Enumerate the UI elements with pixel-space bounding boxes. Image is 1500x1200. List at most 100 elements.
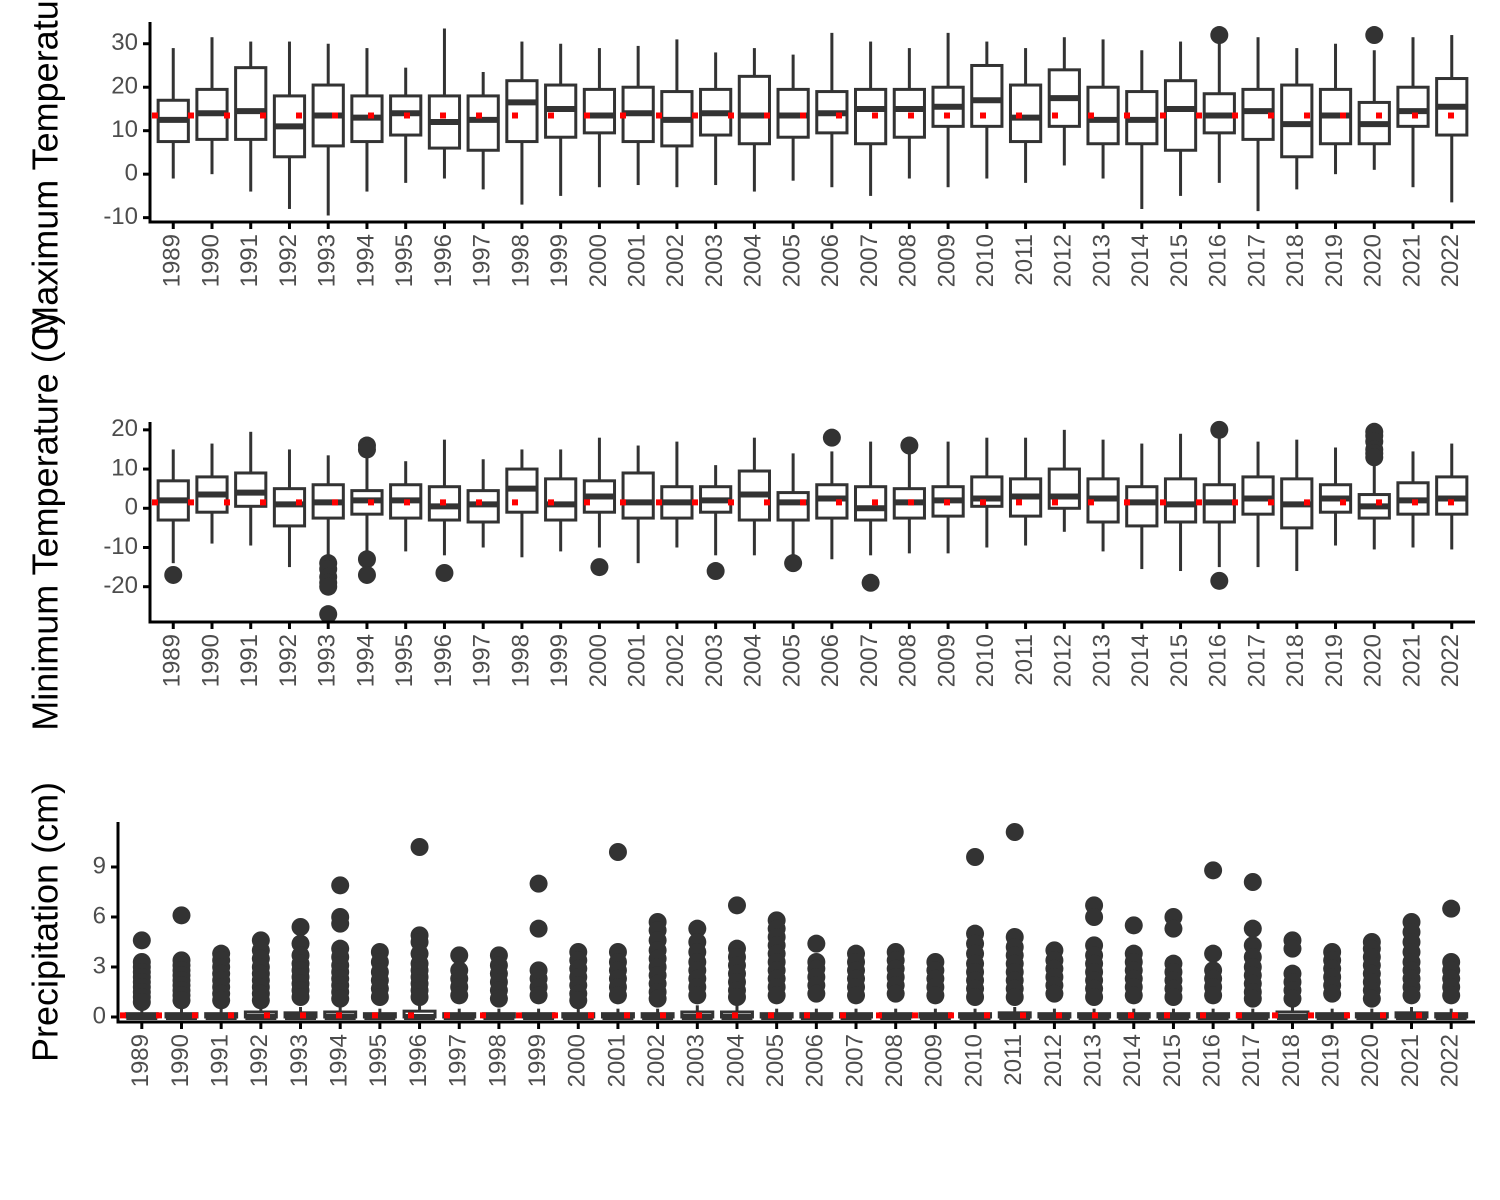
- box-1991: [234, 41, 268, 192]
- outlier-point: [172, 906, 191, 925]
- outlier-point: [807, 984, 826, 1003]
- x-tick-label: 2004: [722, 1034, 749, 1087]
- outlier-point: [410, 988, 429, 1006]
- outlier-point: [1124, 986, 1143, 1005]
- y-tick-label: -20: [103, 572, 138, 599]
- box-1994: [350, 436, 384, 584]
- outlier-point: [1283, 989, 1302, 1008]
- x-tick-label: 2001: [603, 1034, 630, 1087]
- outlier-point: [450, 946, 469, 965]
- outlier-point: [1365, 26, 1384, 45]
- box-2014: [1125, 50, 1159, 209]
- box-iqr: [776, 491, 810, 522]
- outlier-point: [1204, 986, 1223, 1005]
- x-tick-label: 2007: [856, 634, 883, 687]
- outlier-point: [1283, 939, 1302, 958]
- x-tick-label: 2004: [740, 234, 767, 287]
- outlier-point: [1365, 448, 1384, 467]
- x-tick-label: 2005: [762, 1034, 789, 1087]
- box-2001: [621, 445, 655, 564]
- box-iqr: [1008, 83, 1043, 144]
- outlier-point: [357, 565, 376, 584]
- x-tick-label: 1991: [236, 634, 263, 687]
- y-tick-label: 0: [125, 494, 138, 521]
- x-tick-label: 1996: [405, 1034, 432, 1087]
- box-1989: [156, 48, 190, 179]
- x-tick-label: 2000: [564, 1034, 591, 1087]
- x-tick-label: 1995: [391, 634, 418, 687]
- box-2011: [1008, 437, 1043, 546]
- box-1990: [164, 906, 199, 1020]
- x-tick-label: 2016: [1205, 634, 1232, 687]
- outlier-point: [1005, 823, 1024, 841]
- box-2022: [1434, 899, 1469, 1020]
- box-2013: [1086, 439, 1120, 552]
- x-tick-label: 1998: [484, 1034, 511, 1087]
- x-tick-label: 1998: [507, 234, 534, 287]
- x-tick-label: 2015: [1159, 1034, 1186, 1087]
- outlier-point: [608, 986, 627, 1005]
- max-temperature-panel: Maximum Temperature (C) -10 0 10 20 30 1989 199…: [25, 0, 1475, 336]
- outlier-point: [847, 986, 866, 1005]
- x-tick-label: 2010: [972, 234, 999, 287]
- box-2010: [958, 848, 993, 1020]
- box-1998: [481, 946, 516, 1020]
- outlier-point: [1204, 944, 1223, 963]
- box-2004: [720, 896, 754, 1020]
- box-1990: [195, 443, 229, 544]
- box-iqr: [234, 66, 268, 141]
- x-tick-label: 1992: [275, 234, 302, 287]
- x-tick-label: 2005: [778, 234, 805, 287]
- x-tick-label: 2018: [1282, 634, 1309, 687]
- box-1995: [389, 461, 423, 552]
- box-2002: [660, 441, 694, 548]
- outlier-point: [569, 991, 588, 1010]
- box-2016: [1202, 26, 1236, 183]
- x-tick-label: 1994: [326, 1034, 353, 1087]
- x-tick-label: 2019: [1321, 234, 1348, 287]
- x-tick-label: 2013: [1088, 234, 1115, 287]
- outlier-point: [489, 989, 508, 1008]
- x-tick-label: 2014: [1119, 1034, 1146, 1087]
- box-iqr: [1396, 85, 1430, 128]
- outlier-point: [1005, 988, 1024, 1006]
- outlier-point: [450, 986, 469, 1005]
- outlier-point: [410, 838, 429, 856]
- box-iqr: [1163, 477, 1198, 524]
- box-1997: [466, 459, 500, 548]
- x-tick-label: 2002: [662, 234, 689, 287]
- box-iqr: [1125, 485, 1159, 528]
- box-2006: [815, 428, 849, 560]
- outlier-point: [1085, 988, 1104, 1006]
- y-tick-label: 0: [125, 160, 138, 187]
- outlier-point: [1210, 571, 1229, 590]
- box-2006: [799, 934, 834, 1020]
- box-2001: [621, 45, 655, 186]
- y-tick-label: 10: [111, 116, 138, 143]
- outlier-point: [251, 991, 270, 1010]
- box-1995: [362, 943, 397, 1020]
- x-tick-label: 1991: [207, 1034, 234, 1087]
- box-2004: [737, 437, 771, 556]
- outlier-point: [966, 848, 985, 866]
- box-1989: [156, 449, 190, 584]
- box-2018: [1275, 931, 1310, 1020]
- x-tick-label: 2015: [1166, 634, 1193, 687]
- x-tick-label: 1997: [445, 1034, 472, 1087]
- box-2021: [1394, 913, 1429, 1020]
- box-2002: [660, 39, 694, 188]
- y-axis-label: Precipitation (cm): [25, 782, 66, 1062]
- box-2008: [892, 436, 926, 554]
- x-tick-label: 2020: [1357, 1034, 1384, 1087]
- box-1989: [124, 931, 159, 1020]
- x-tick-label: 1995: [365, 1034, 392, 1087]
- outlier-point: [807, 934, 826, 953]
- outlier-point: [767, 986, 786, 1005]
- outlier-point: [1210, 26, 1229, 45]
- box-iqr: [854, 485, 888, 522]
- x-tick-label: 2007: [841, 1034, 868, 1087]
- outlier-point: [529, 919, 548, 938]
- outlier-point: [357, 440, 376, 459]
- outlier-point: [706, 562, 725, 581]
